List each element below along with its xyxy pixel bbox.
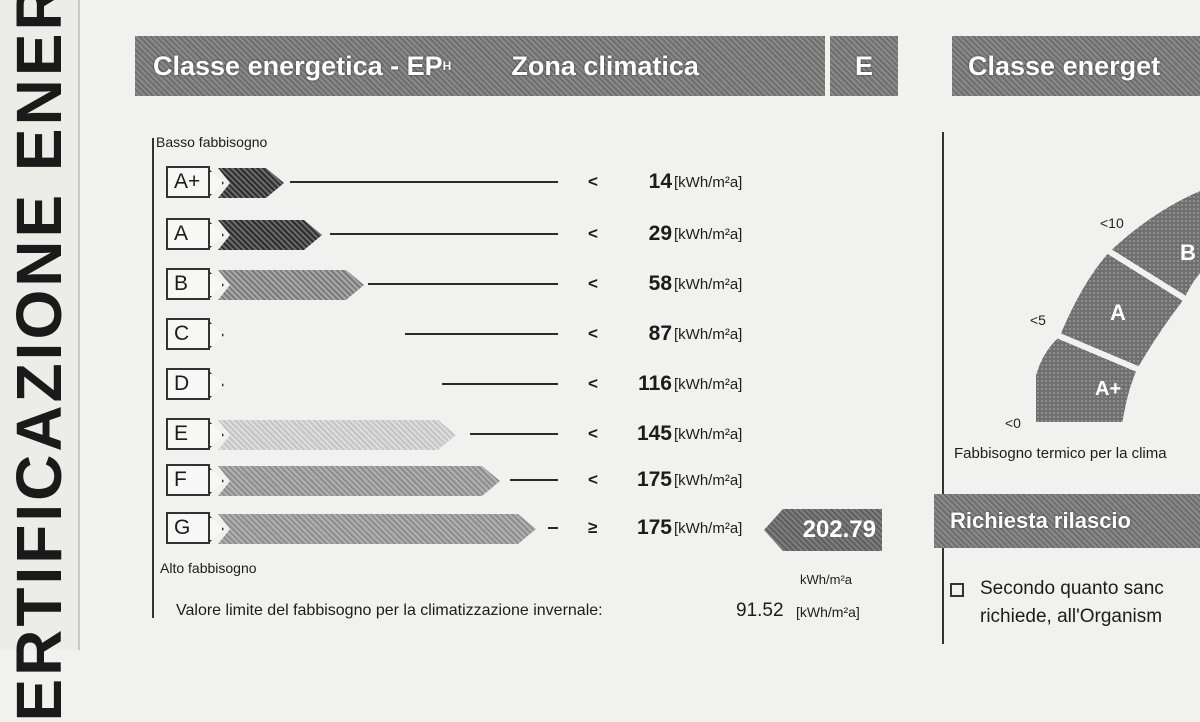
class-threshold-unit: [kWh/m²a]: [674, 226, 743, 243]
class-label: E: [166, 418, 210, 450]
gauge-label-b: B: [1180, 240, 1196, 265]
class-guide-line: [548, 527, 558, 529]
class-comparator: <: [588, 470, 598, 489]
class-threshold-value: 175: [636, 516, 672, 539]
climate-zone-letter: E: [854, 50, 873, 81]
class-guide-line: [290, 181, 558, 183]
class-chevron: [210, 322, 224, 348]
class-chevron: [210, 272, 224, 298]
class-comparator: <: [588, 324, 598, 343]
limit-unit: [kWh/m²a]: [796, 604, 860, 620]
class-threshold-value: 14: [648, 170, 672, 193]
request-header: Richiesta rilascio: [934, 494, 1200, 548]
class-guide-line: [405, 333, 558, 335]
result-value: 202.79: [802, 516, 876, 543]
class-threshold-value: 29: [648, 222, 672, 245]
class-arrow-bar: [218, 420, 456, 450]
low-need-label: Basso fabbisogno: [156, 134, 268, 150]
result-indicator: 202.79: [764, 509, 882, 551]
class-threshold-value: 87: [648, 322, 672, 345]
class-row: A <29 [kWh/m²a]: [166, 218, 766, 252]
class-comparator: <: [588, 172, 598, 191]
class-threshold-unit: [kWh/m²a]: [674, 174, 743, 191]
limit-label: Valore limite del fabbisogno per la clim…: [176, 602, 603, 619]
climate-zone-label: Zona climatica: [511, 50, 699, 81]
class-threshold-unit: [kWh/m²a]: [674, 326, 743, 343]
class-row: C <87 [kWh/m²a]: [166, 318, 766, 352]
class-chevron: [210, 170, 224, 196]
class-comparator: <: [588, 424, 598, 443]
request-text-line1: Secondo quanto sanc: [980, 578, 1164, 599]
high-need-label: Alto fabbisogno: [160, 560, 257, 576]
class-label: G: [166, 512, 210, 544]
gauge-tick-0: <0: [1005, 415, 1021, 431]
class-label: F: [166, 464, 210, 496]
right-header: Classe energet: [952, 36, 1200, 96]
frame-left: [152, 138, 154, 618]
request-title: Richiesta rilascio: [950, 508, 1131, 533]
class-row: E <145 [kWh/m²a]: [166, 418, 766, 452]
gauge-tick-5: <5: [1030, 312, 1046, 328]
gauge-label-a: A: [1110, 300, 1126, 325]
class-comparator: <: [588, 224, 598, 243]
frame-right: [942, 132, 944, 644]
climate-zone-value: E: [830, 36, 898, 96]
class-chevron: [210, 422, 224, 448]
class-guide-line: [510, 479, 558, 481]
side-strip: ERTIFICAZIONE ENERG: [0, 0, 80, 722]
class-guide-line: [442, 383, 558, 385]
class-comparator: <: [588, 274, 598, 293]
class-chevron: [210, 222, 224, 248]
energy-class-sub: H: [442, 59, 452, 73]
side-title: ERTIFICAZIONE ENERG: [3, 0, 75, 722]
class-row: B <58 [kWh/m²a]: [166, 268, 766, 302]
class-label: B: [166, 268, 210, 300]
class-chevron: [210, 372, 224, 398]
class-row: A+ <14 [kWh/m²a]: [166, 166, 766, 200]
class-row: F <175 [kWh/m²a]: [166, 464, 766, 498]
class-row: G ≥175 [kWh/m²a]: [166, 512, 766, 546]
limit-value: 91.52: [736, 600, 784, 621]
class-guide-line: [470, 433, 558, 435]
class-arrow-bar: [218, 466, 500, 496]
class-threshold-unit: [kWh/m²a]: [674, 426, 743, 443]
class-label: D: [166, 368, 210, 400]
heat-gauge: A+ A B <10 <5 <0: [1005, 184, 1200, 431]
class-threshold-unit: [kWh/m²a]: [674, 376, 743, 393]
gauge-tick-10: <10: [1100, 215, 1124, 231]
class-threshold-unit: [kWh/m²a]: [674, 520, 743, 537]
energy-class-title: Classe energetica - EP: [153, 50, 443, 81]
result-unit: kWh/m²a: [800, 572, 852, 587]
class-arrow-bar: [218, 220, 322, 250]
class-threshold-unit: [kWh/m²a]: [674, 472, 743, 489]
class-arrow-bar: [218, 168, 284, 198]
right-header-title: Classe energet: [968, 50, 1161, 81]
class-label: A+: [166, 166, 210, 198]
class-guide-line: [368, 283, 558, 285]
request-text-line2: richiede, all'Organism: [980, 606, 1163, 627]
class-arrow-bar: [218, 514, 536, 544]
class-threshold-unit: [kWh/m²a]: [674, 276, 743, 293]
request-checkbox[interactable]: [950, 583, 964, 597]
energy-class-header: Classe energetica - EP H Zona climatica: [135, 36, 825, 96]
class-arrow-bar: [218, 270, 364, 300]
gauge-label-a-plus: A+: [1095, 378, 1121, 400]
class-threshold-value: 116: [638, 372, 672, 395]
class-threshold-value: 145: [636, 422, 672, 445]
class-threshold-value: 58: [648, 272, 672, 295]
class-comparator: ≥: [588, 518, 598, 537]
class-guide-line: [330, 233, 558, 235]
gauge-caption: Fabbisogno termico per la clima: [954, 445, 1167, 462]
class-chevron: [210, 468, 224, 494]
class-label: C: [166, 318, 210, 350]
class-label: A: [166, 218, 210, 250]
class-row: D <116 [kWh/m²a]: [166, 368, 766, 402]
class-chevron: [210, 516, 224, 542]
class-comparator: <: [588, 374, 598, 393]
class-threshold-value: 175: [636, 468, 672, 491]
gauge-segment-b: [1102, 184, 1200, 305]
